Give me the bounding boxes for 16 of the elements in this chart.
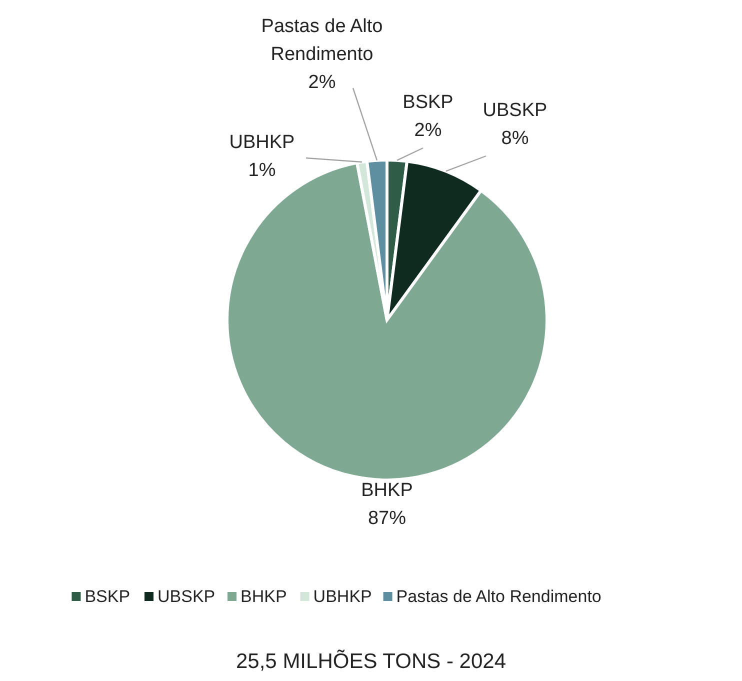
data-label: 8% xyxy=(501,128,529,149)
slice-label: UBHKP xyxy=(229,132,295,153)
slice-label: BSKP xyxy=(402,92,454,113)
legend-label: BSKP xyxy=(84,587,130,606)
legend-label: UBHKP xyxy=(313,587,372,606)
slice-label: UBSKP xyxy=(482,100,548,121)
slice-label: Pastas de Alto Rendimento xyxy=(261,16,383,65)
data-label: 87% xyxy=(368,508,406,529)
data-label: 2% xyxy=(414,120,442,141)
legend-label: UBSKP xyxy=(158,587,216,606)
legend-label: BHKP xyxy=(240,587,287,606)
text: 25,5 MILHÕES TONS - 2024 xyxy=(236,649,506,673)
data-label: 1% xyxy=(248,160,276,181)
slice-label: BHKP xyxy=(361,480,413,501)
legend-label: Pastas de Alto Rendimento xyxy=(396,587,602,606)
data-label: 2% xyxy=(308,72,336,93)
